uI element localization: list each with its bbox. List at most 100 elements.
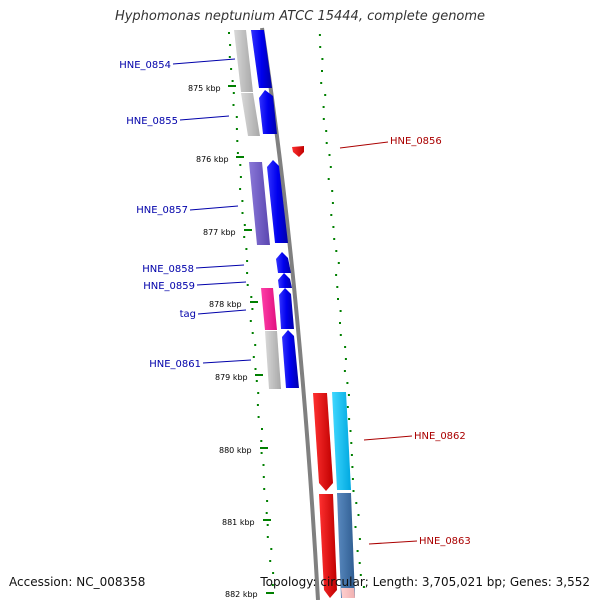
- gc-dot: [332, 226, 335, 228]
- scale-label-879: 879 kbp: [215, 373, 248, 382]
- gene-label-hne0859[interactable]: HNE_0859: [143, 281, 195, 292]
- gc-dot: [239, 188, 242, 190]
- gc-dot: [239, 164, 242, 166]
- gc-dot: [257, 392, 260, 394]
- gc-dot: [324, 94, 327, 96]
- gc-dot: [250, 296, 253, 298]
- leader-hne0862: [363, 435, 413, 441]
- leader-hne0861: [202, 359, 252, 364]
- scale-label-881: 881 kbp: [222, 518, 255, 527]
- gene-arrow-tag[interactable]: [279, 288, 294, 329]
- gc-dot: [270, 548, 273, 550]
- gc-dot: [344, 358, 347, 360]
- gc-dot: [320, 82, 323, 84]
- gc-dot: [232, 92, 235, 94]
- gc-dot: [322, 106, 325, 108]
- gc-dot: [265, 512, 268, 514]
- gc-dot: [343, 370, 346, 372]
- gc-dot: [246, 272, 249, 274]
- leader-hne0857: [189, 205, 239, 211]
- gc-dot: [319, 46, 322, 48]
- gc-dot: [337, 298, 339, 300]
- gc-dot: [333, 238, 336, 240]
- leader-hne0859: [196, 281, 247, 286]
- genome-summary-text: Topology: circular; Length: 3,705,021 bp…: [260, 575, 590, 589]
- gc-dot: [331, 190, 334, 192]
- gene-label-hne0858[interactable]: HNE_0858: [142, 264, 194, 275]
- gc-dot: [347, 394, 350, 396]
- reverse-strand-genes: [292, 146, 355, 598]
- gene-arrow-hne0855[interactable]: [259, 90, 277, 134]
- gc-dot: [355, 502, 358, 504]
- gc-dot: [358, 562, 361, 564]
- gc-dot: [356, 550, 359, 552]
- gc-dot: [318, 34, 321, 36]
- gc-dot: [241, 212, 244, 214]
- gc-dot: [352, 490, 355, 492]
- gc-dot: [325, 130, 328, 132]
- gc-dot: [254, 368, 257, 370]
- gc-dot: [230, 68, 233, 70]
- scale-label-878: 878 kbp: [209, 300, 242, 309]
- gene-label-tag[interactable]: tag: [180, 309, 196, 320]
- gc-dot: [260, 440, 263, 442]
- gc-dot: [251, 332, 254, 334]
- gc-dot: [228, 56, 231, 58]
- gene-arrow-hne0861[interactable]: [282, 330, 299, 388]
- gene-fragment-pale: [341, 588, 355, 598]
- gc-dot: [322, 118, 325, 120]
- gene-arrow-hne0859[interactable]: [278, 273, 292, 288]
- gene-arrow-hne0858[interactable]: [276, 252, 291, 273]
- genome-title: Hyphomonas neptunium ATCC 15444, complet…: [114, 9, 486, 24]
- gc-dot: [357, 514, 360, 516]
- scale-label-880: 880 kbp: [219, 446, 252, 455]
- gc-dot: [330, 214, 333, 216]
- gene-arrow-hne0862[interactable]: [313, 393, 333, 491]
- gc-dot: [235, 128, 238, 130]
- gene-label-hne0855[interactable]: HNE_0855: [126, 116, 178, 127]
- gene-arrow-hne0854[interactable]: [251, 30, 272, 88]
- forward-strand-genes: [251, 30, 299, 388]
- gc-dot: [266, 524, 269, 526]
- gene-label-hne0857[interactable]: HNE_0857: [136, 205, 188, 216]
- cog-bar-hne0861: [265, 331, 281, 389]
- gene-arrow-hne0857[interactable]: [267, 160, 288, 243]
- gene-label-hne0861[interactable]: HNE_0861: [149, 359, 201, 370]
- accession-text: Accession: NC_008358: [9, 575, 146, 589]
- leader-hne0863: [368, 540, 418, 545]
- gene-label-hne0863[interactable]: HNE_0863: [419, 536, 471, 547]
- gc-dot: [262, 464, 265, 466]
- gc-dot: [328, 154, 331, 156]
- scale-labels: 875 kbp 876 kbp 877 kbp 878 kbp 879 kbp …: [188, 84, 258, 599]
- gc-dot: [349, 430, 352, 432]
- gc-dot: [229, 44, 232, 46]
- gene-label-hne0862[interactable]: HNE_0862: [414, 431, 466, 442]
- label-leaders: [172, 58, 418, 545]
- leader-hne0856: [339, 141, 389, 149]
- gc-dot: [325, 142, 328, 144]
- gc-dot: [235, 116, 238, 118]
- gene-label-hne0856[interactable]: HNE_0856: [390, 136, 442, 147]
- gc-dot: [256, 404, 259, 406]
- gc-dot: [239, 176, 242, 178]
- gc-dot: [254, 344, 257, 346]
- gc-dot: [255, 380, 258, 382]
- scale-label-877: 877 kbp: [203, 228, 236, 237]
- gene-arrow-hne0863[interactable]: [319, 494, 337, 598]
- gc-dot: [241, 200, 244, 202]
- gc-dot: [339, 322, 341, 324]
- cog-bar-hne0857: [249, 162, 270, 245]
- gene-arrow-hne0856[interactable]: [292, 146, 304, 157]
- gc-dot: [243, 224, 246, 226]
- gene-label-hne0854[interactable]: HNE_0854: [119, 60, 171, 71]
- gc-dot: [249, 320, 252, 322]
- gc-dot: [335, 274, 338, 276]
- scale-ticks: [228, 85, 274, 594]
- gc-dot: [337, 262, 340, 264]
- cog-bar-hne0854: [234, 30, 253, 92]
- gc-dot: [346, 382, 349, 384]
- gc-dot: [331, 202, 334, 204]
- leader-tag: [197, 309, 247, 315]
- gc-dot: [262, 476, 265, 478]
